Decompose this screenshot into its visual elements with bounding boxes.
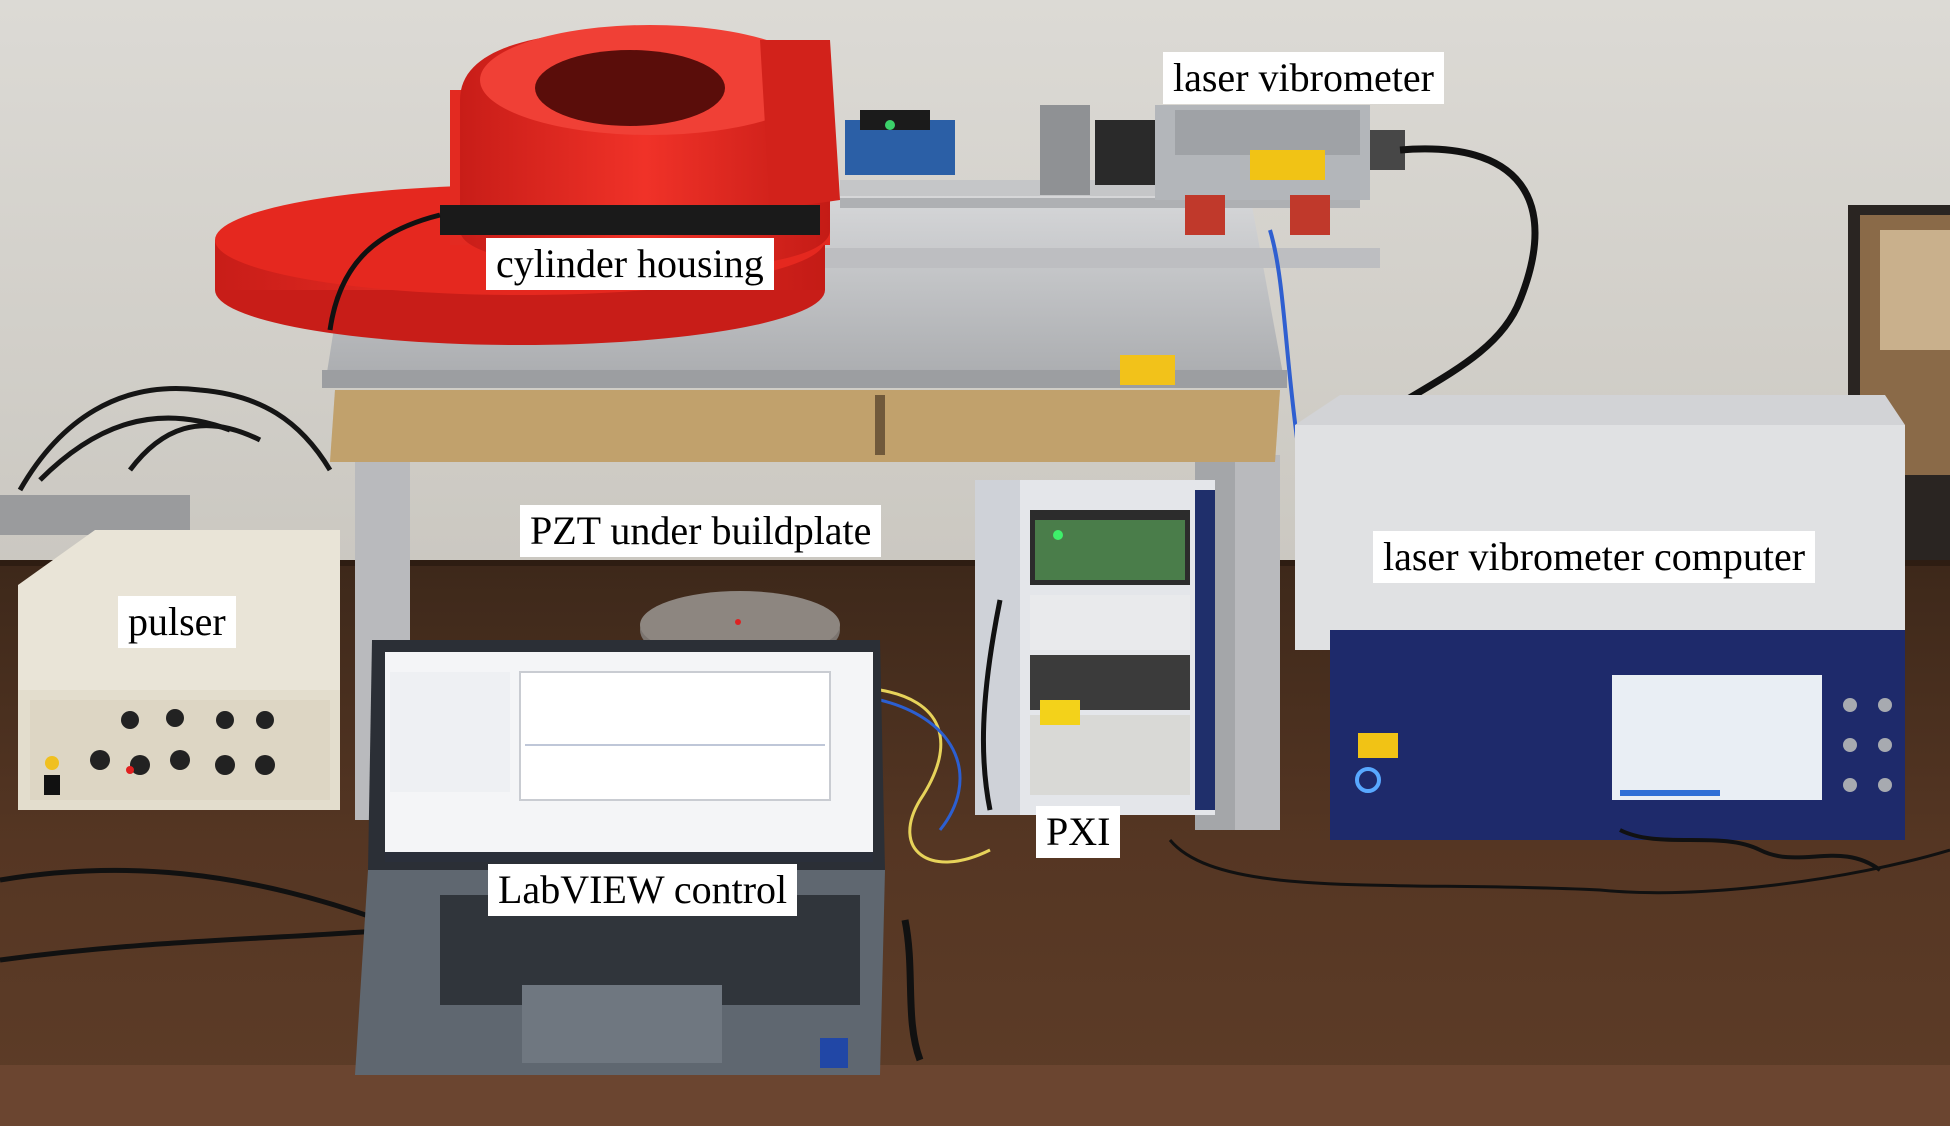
label-labview-control: LabVIEW control — [488, 864, 798, 916]
label-pxi: PXI — [1036, 806, 1121, 858]
label-laser-vibrometer-computer: laser vibrometer computer — [1373, 531, 1816, 583]
label-pzt-under-buildplate: PZT under buildplate — [520, 505, 882, 557]
label-laser-vibrometer: laser vibrometer — [1163, 52, 1444, 104]
label-pulser: pulser — [118, 596, 236, 648]
label-cylinder-housing: cylinder housing — [486, 238, 774, 290]
